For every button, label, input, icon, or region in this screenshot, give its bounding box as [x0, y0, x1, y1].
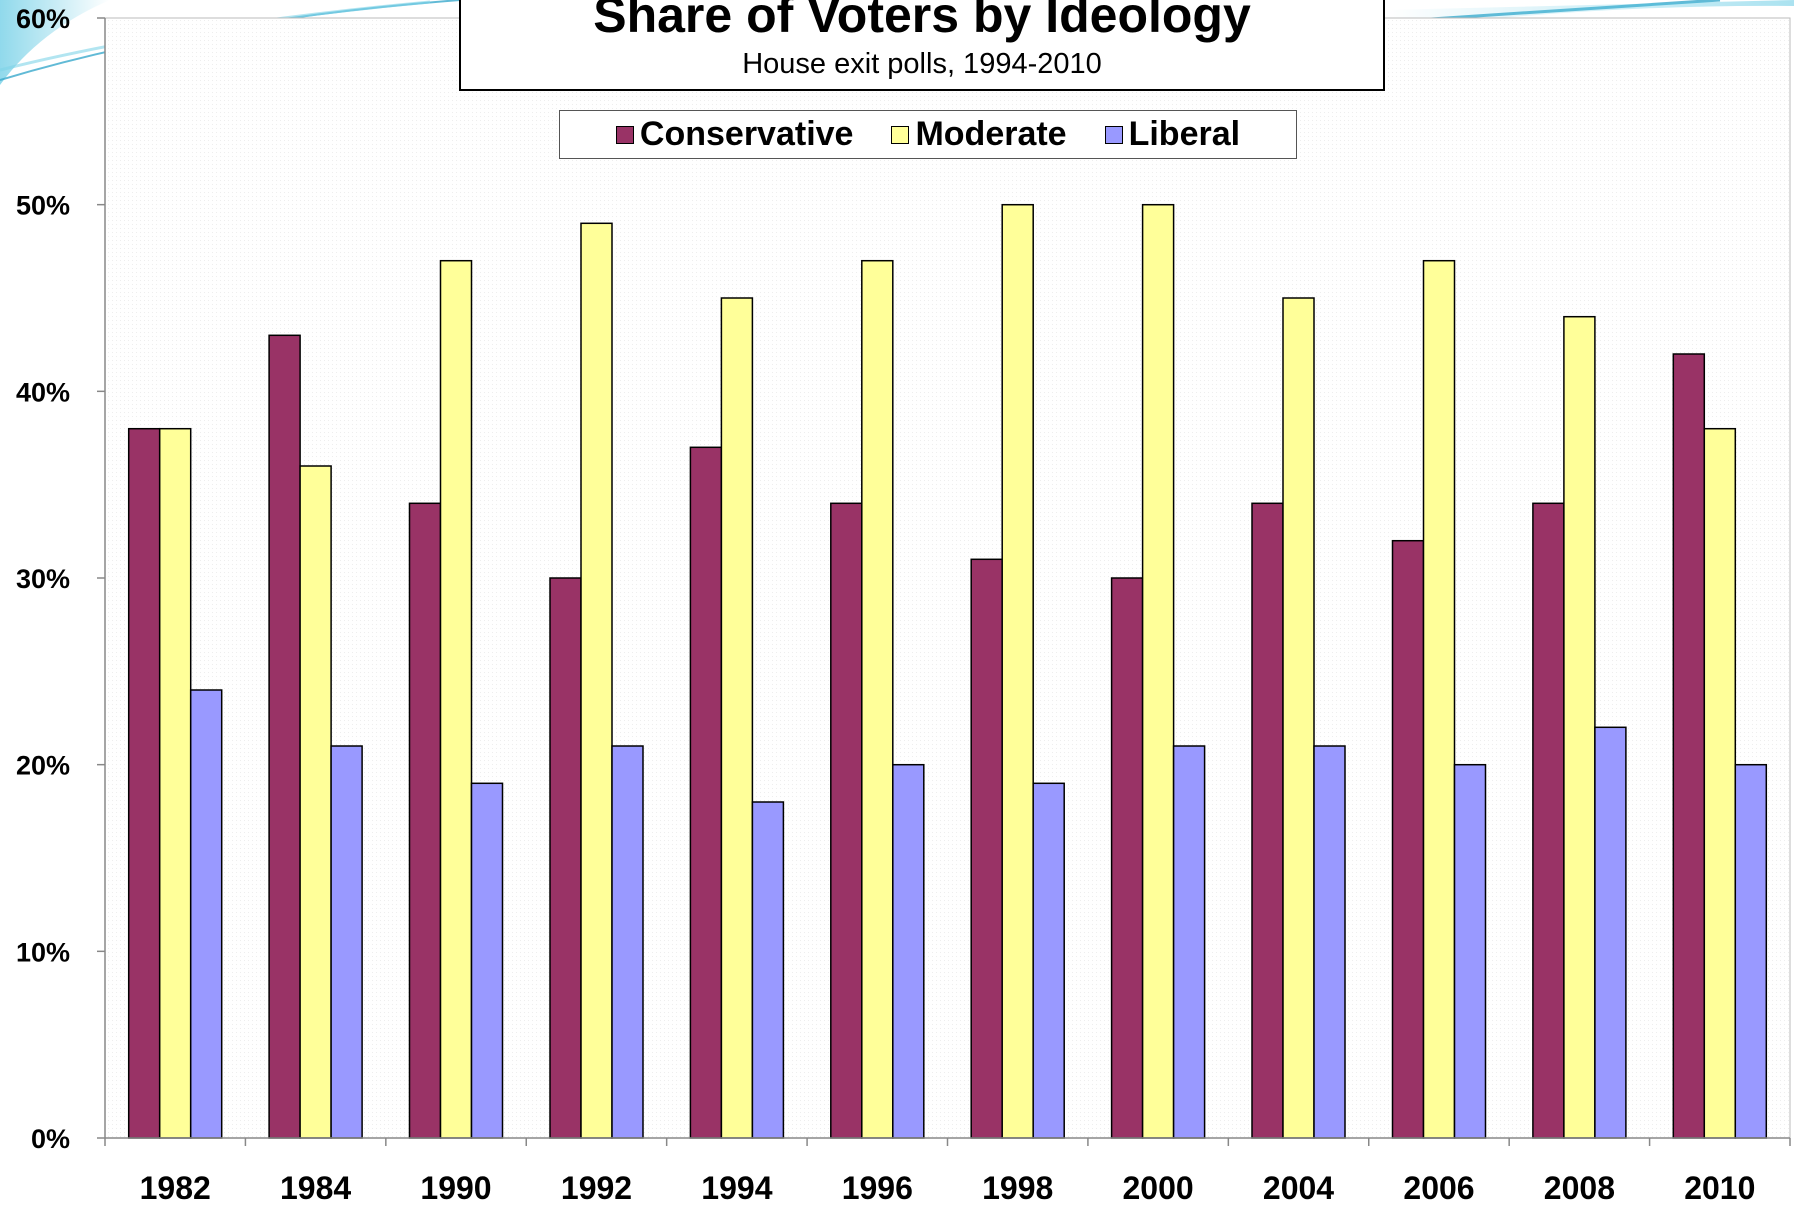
bar-liberal-1990 — [470, 782, 504, 1139]
bar-liberal-1996 — [892, 763, 925, 1139]
legend-item-liberal: Liberal — [1104, 115, 1241, 154]
title-box: Share of Voters by Ideology House exit p… — [459, 0, 1385, 91]
x-tick-label: 1994 — [701, 1170, 772, 1205]
bar-moderate-2008 — [1563, 315, 1596, 1139]
bar-conservative-1992 — [549, 577, 582, 1139]
legend-label: Liberal — [1128, 115, 1241, 153]
x-tick-label: 1990 — [420, 1170, 491, 1205]
bar-moderate-2004 — [1282, 297, 1315, 1139]
bar-liberal-2006 — [1453, 763, 1487, 1139]
bar-liberal-1994 — [751, 801, 785, 1139]
bar-liberal-1992 — [611, 745, 644, 1139]
y-tick-label: 50% — [16, 191, 70, 221]
bar-conservative-1990 — [408, 502, 442, 1139]
chart-subtitle: House exit polls, 1994-2010 — [742, 48, 1102, 80]
y-tick-label: 0% — [31, 1124, 70, 1154]
bar-conservative-2000 — [1110, 577, 1144, 1139]
bar-moderate-2010 — [1703, 427, 1737, 1139]
legend-item-conservative: Conservative — [615, 115, 854, 154]
bar-conservative-2004 — [1251, 502, 1284, 1139]
bar-conservative-1998 — [970, 558, 1003, 1139]
x-tick-label: 2008 — [1544, 1170, 1615, 1205]
axis-layer — [97, 17, 1791, 1146]
x-tick-label: 1996 — [842, 1170, 913, 1205]
x-tick-label: 1982 — [140, 1170, 211, 1205]
bar-liberal-2000 — [1172, 745, 1206, 1139]
y-tick-label: 30% — [16, 564, 70, 594]
bar-moderate-1998 — [1001, 203, 1034, 1139]
bar-liberal-2010 — [1734, 763, 1768, 1139]
x-tick-label: 1992 — [561, 1170, 632, 1205]
bar-moderate-2006 — [1422, 259, 1456, 1139]
y-tick-label: 20% — [16, 751, 70, 781]
bar-moderate-1984 — [299, 465, 332, 1139]
legend-swatch-liberal — [1104, 125, 1123, 144]
y-tick-labels: 0% 10% 20% 30% 40% 50% 60% — [16, 4, 70, 1154]
bar-liberal-1998 — [1032, 782, 1065, 1139]
bar-liberal-1984 — [330, 745, 363, 1139]
bar-moderate-1992 — [580, 222, 613, 1139]
y-tick-label: 40% — [16, 377, 70, 407]
legend-swatch-moderate — [891, 125, 910, 144]
bar-conservative-2010 — [1672, 353, 1706, 1139]
bar-moderate-1994 — [720, 297, 754, 1139]
legend-item-moderate: Moderate — [891, 115, 1067, 154]
legend-label: Conservative — [639, 115, 854, 153]
plot-area — [104, 17, 1791, 1139]
legend-label: Moderate — [915, 115, 1067, 153]
x-tick-label: 2006 — [1403, 1170, 1474, 1205]
bar-conservative-1996 — [830, 502, 863, 1139]
x-tick-label: 2004 — [1263, 1170, 1334, 1205]
bar-moderate-1982 — [158, 427, 192, 1139]
bar-conservative-2008 — [1532, 502, 1565, 1139]
legend: Conservative Moderate Liberal — [559, 110, 1297, 159]
x-tick-label: 2000 — [1123, 1170, 1194, 1205]
y-tick-label: 10% — [16, 937, 70, 967]
legend-swatch-conservative — [615, 125, 634, 144]
x-tick-label: 1998 — [982, 1170, 1053, 1205]
x-tick-label: 2010 — [1684, 1170, 1755, 1205]
bar-moderate-1990 — [439, 259, 473, 1139]
bar-conservative-1984 — [268, 334, 301, 1139]
bar-conservative-1994 — [689, 446, 723, 1139]
bar-conservative-1982 — [127, 427, 161, 1139]
chart-title: Share of Voters by Ideology — [593, 0, 1251, 43]
bar-liberal-2004 — [1313, 745, 1346, 1139]
x-tick-labels: 1982 1984 1990 1992 1994 1996 1998 2000 2004 2006… — [140, 1170, 1756, 1205]
y-tick-label: 60% — [16, 4, 70, 34]
bar-liberal-2008 — [1594, 726, 1627, 1139]
bar-liberal-1982 — [189, 689, 223, 1139]
bar-conservative-2006 — [1391, 539, 1425, 1139]
bar-moderate-1996 — [861, 259, 894, 1139]
bar-moderate-2000 — [1141, 203, 1175, 1139]
x-tick-label: 1984 — [280, 1170, 351, 1205]
